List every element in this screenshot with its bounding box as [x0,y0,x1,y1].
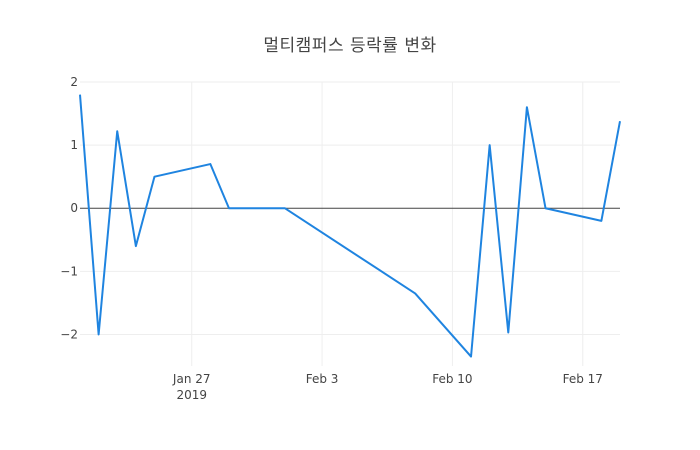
data-point[interactable] [487,142,493,148]
x-tick-sublabel: 2019 [176,388,207,402]
data-point[interactable] [524,104,530,110]
y-tick-label: −1 [60,264,78,278]
data-point[interactable] [412,290,418,296]
data-point[interactable] [96,331,102,337]
data-point[interactable] [133,243,139,249]
x-tick-label: Feb 3 [306,372,339,386]
y-tick-label: −2 [60,327,78,341]
data-point[interactable] [505,330,511,336]
data-point[interactable] [282,205,288,211]
data-point[interactable] [114,128,120,134]
data-point[interactable] [468,354,474,360]
grid-lines [80,81,620,366]
y-tick-label: 1 [70,138,78,152]
data-point[interactable] [77,92,83,98]
x-tick-label: Feb 10 [432,372,472,386]
y-tick-label: 2 [70,75,78,89]
x-axis: Jan 27 2019 Feb 3 Feb 10 Feb 17 [172,372,603,402]
x-tick-label: Feb 17 [563,372,603,386]
chart-title: 멀티캠퍼스 등락률 변화 [263,36,437,56]
data-point[interactable] [543,205,549,211]
y-axis: 2 1 0 −1 −2 [60,75,78,341]
data-point[interactable] [207,161,213,167]
y-tick-label: 0 [70,201,78,215]
series-layer [77,92,623,360]
data-point[interactable] [226,205,232,211]
series-line [79,94,621,358]
x-tick-label: Jan 27 [172,372,211,386]
data-point[interactable] [598,218,604,224]
data-point[interactable] [151,174,157,180]
data-point[interactable] [617,118,623,124]
